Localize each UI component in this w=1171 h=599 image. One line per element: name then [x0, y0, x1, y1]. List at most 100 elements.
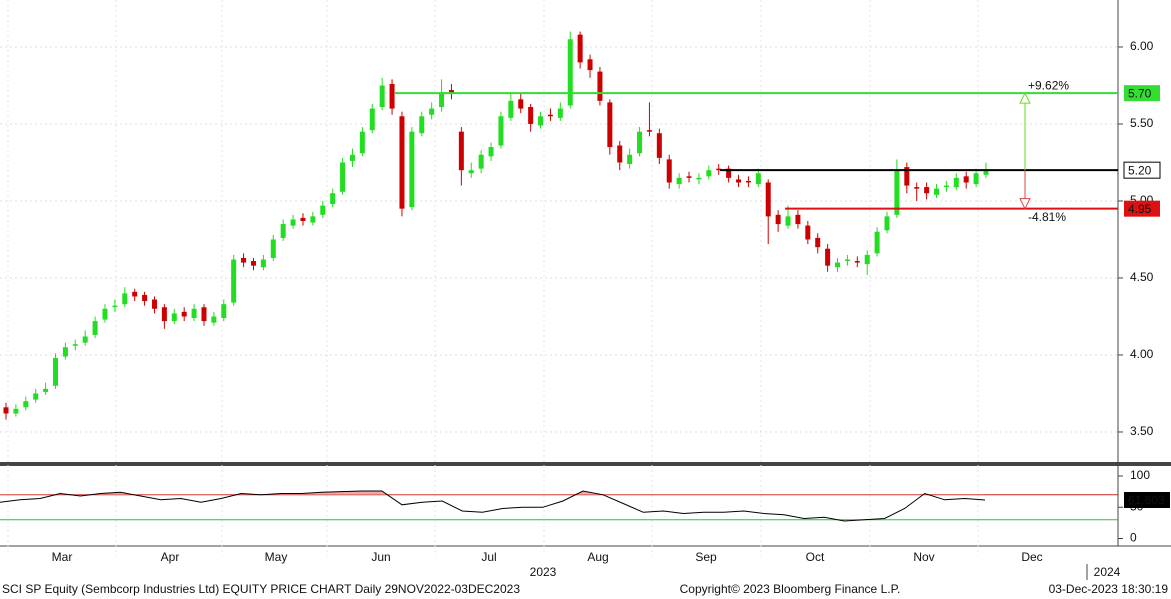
candle-body	[983, 170, 989, 175]
candle-body	[3, 407, 9, 414]
footer-right: 03-Dec-2023 18:30:19	[1049, 582, 1169, 596]
x-tick-label: Apr	[161, 550, 180, 564]
candle-body	[884, 216, 890, 231]
year-label: 2023	[530, 565, 557, 579]
candle-body	[122, 293, 128, 305]
candle-body	[478, 154, 484, 169]
candle-body	[33, 393, 39, 400]
candle-body	[736, 179, 742, 183]
candle-body	[310, 216, 316, 223]
candle-body	[745, 180, 751, 183]
candle-body	[399, 116, 405, 209]
candle-body	[439, 93, 445, 108]
candle-body	[805, 225, 811, 240]
candle-body	[686, 176, 692, 178]
candle-body	[943, 185, 949, 188]
candle-body	[924, 187, 930, 194]
candle-body	[389, 83, 395, 109]
candle-body	[854, 261, 860, 263]
candle-body	[82, 336, 88, 343]
candle-body	[181, 311, 187, 317]
candle-body	[290, 219, 296, 226]
candle-body	[637, 131, 643, 154]
candle-body	[953, 177, 959, 188]
x-tick-label: Sep	[695, 550, 717, 564]
candle-body	[379, 85, 385, 108]
candle-body	[914, 187, 920, 189]
level-box	[1124, 85, 1160, 102]
candle-body	[13, 408, 19, 414]
candle-body	[646, 130, 652, 132]
candle-body	[221, 304, 227, 319]
candle-body	[795, 214, 801, 225]
candle-body	[62, 347, 68, 357]
candle-body	[656, 133, 662, 158]
candle-body	[973, 173, 979, 185]
candle-body	[617, 145, 623, 163]
candle-body	[201, 307, 207, 322]
annotation: +9.62%	[1028, 78, 1069, 92]
candle-body	[369, 108, 375, 131]
candle-body	[52, 358, 58, 386]
candle-body	[567, 39, 573, 106]
candle-body	[468, 170, 474, 174]
candle-body	[211, 316, 217, 323]
candle-body	[755, 173, 761, 185]
annotation: -4.81%	[1028, 210, 1066, 224]
year-label: 2024	[1094, 565, 1121, 579]
y-tick-label: 5.50	[1130, 116, 1154, 130]
candle-body	[894, 170, 900, 215]
candle-body	[716, 168, 722, 171]
candle-body	[874, 231, 880, 254]
candle-body	[934, 188, 940, 195]
candle-body	[557, 108, 563, 118]
candle-body	[142, 294, 148, 302]
candle-body	[528, 107, 534, 124]
candle-body	[270, 239, 276, 258]
footer-center: Copyright© 2023 Bloomberg Finance L.P.	[680, 582, 901, 596]
candle-body	[844, 259, 850, 262]
candle-body	[765, 182, 771, 217]
candle-body	[785, 216, 791, 226]
candle-body	[726, 168, 732, 178]
y-tick-label: 100	[1130, 468, 1150, 482]
last-value-box	[1124, 491, 1170, 508]
candle-body	[538, 116, 544, 126]
candle-body	[280, 224, 286, 238]
footer-left: SCI SP Equity (Sembcorp Industries Ltd) …	[2, 582, 520, 596]
y-tick-label: 3.50	[1130, 424, 1154, 438]
candle-body	[518, 99, 524, 109]
candle-body	[488, 147, 494, 157]
level-label: 5.70	[1128, 86, 1152, 100]
rsi-line	[0, 490, 986, 522]
candle-body	[706, 170, 712, 177]
candle-body	[696, 177, 702, 180]
candle-body	[963, 176, 969, 183]
candle-body	[43, 388, 49, 392]
candle-body	[112, 305, 118, 308]
level-box	[1124, 200, 1160, 217]
candle-body	[330, 193, 336, 205]
candle-body	[666, 159, 672, 183]
x-tick-label: Aug	[587, 550, 608, 564]
candle-body	[250, 261, 256, 266]
level-label: 4.95	[1128, 202, 1152, 216]
candle-body	[448, 90, 454, 94]
candle-body	[161, 307, 167, 322]
candle-body	[587, 59, 593, 71]
y-tick-label: 4.50	[1130, 270, 1154, 284]
candle-body	[300, 217, 306, 221]
candle-body	[102, 308, 108, 320]
candle-body	[597, 71, 603, 101]
candle-body	[359, 131, 365, 154]
x-tick-label: Mar	[52, 550, 73, 564]
candle-body	[409, 131, 415, 208]
candle-body	[72, 344, 78, 346]
candle-body	[864, 254, 870, 265]
candle-body	[419, 116, 425, 134]
candle-body	[627, 154, 633, 165]
candle-body	[607, 102, 613, 148]
x-tick-label: Jun	[371, 550, 390, 564]
candle-body	[547, 114, 553, 117]
